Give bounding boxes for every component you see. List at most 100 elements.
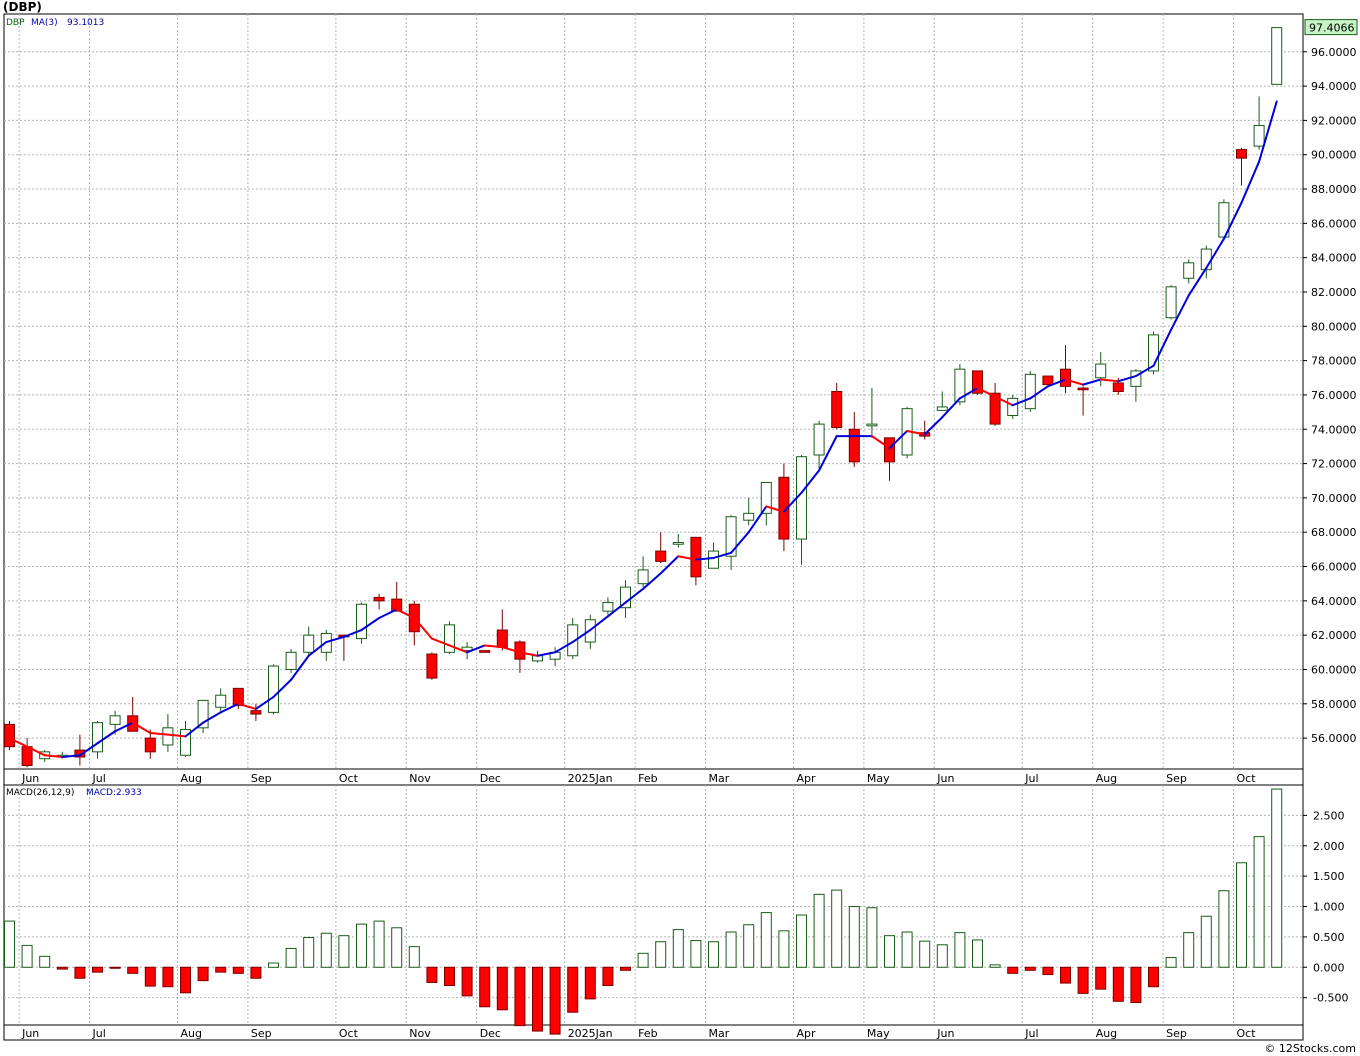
macd-bar [708, 941, 719, 968]
macd-x-tick-label: Apr [797, 1027, 817, 1040]
macd-bar [391, 927, 403, 968]
ma3-segment [26, 745, 46, 757]
price-y-tick-label: 74.0000 [1311, 423, 1357, 436]
macd-bar [1165, 957, 1177, 968]
ma3-segment [184, 721, 205, 738]
candle-body [743, 512, 755, 521]
candle-body [496, 629, 508, 648]
price-y-tick-label: 68.0000 [1311, 526, 1357, 539]
macd-x-tick-label: 2025Jan [568, 1027, 613, 1040]
price-x-tick-label: Aug [1096, 772, 1117, 785]
candle-body [567, 624, 579, 657]
price-y-tick-label: 86.0000 [1311, 217, 1357, 230]
ma3-segment [202, 711, 222, 724]
macd-y-tick-label: 0.000 [1313, 961, 1345, 974]
candle-body [1077, 387, 1089, 391]
macd-y-tick-label: 2.500 [1313, 809, 1345, 822]
macd-bar [778, 930, 790, 968]
ma3-segment [976, 387, 997, 398]
macd-bar [866, 907, 878, 968]
candle-body [250, 710, 262, 715]
price-y-tick-label: 90.0000 [1311, 149, 1357, 162]
ma3-segment [730, 531, 750, 554]
ma3-segment [870, 435, 891, 450]
macd-bar [1095, 966, 1107, 990]
candle-body [1271, 27, 1283, 85]
price-y-tick-label: 76.0000 [1311, 389, 1357, 402]
macd-panel [3, 784, 1304, 1041]
macd-bar [620, 966, 631, 971]
macd-bar [1218, 890, 1230, 968]
ma3-segment [290, 654, 310, 681]
candle-body [1183, 262, 1195, 279]
macd-bar [901, 931, 913, 968]
ma3-segment [8, 737, 29, 748]
candle-body [1007, 397, 1019, 417]
candle-body [672, 542, 684, 545]
price-y-tick-label: 82.0000 [1311, 286, 1357, 299]
last-price-label: 97.4066 [1309, 22, 1355, 35]
candle-body [848, 428, 860, 463]
price-y-tick-label: 78.0000 [1311, 355, 1357, 368]
candle-body [690, 536, 702, 578]
price-y-tick-label: 84.0000 [1311, 252, 1357, 265]
candle-body [972, 370, 983, 394]
macd-bar [232, 966, 244, 974]
candle-body [4, 723, 15, 748]
macd-x-tick-label: Jun [21, 1027, 39, 1040]
macd-y-tick-label: 1.000 [1313, 901, 1345, 914]
macd-bar [602, 966, 614, 987]
macd-bar [884, 935, 895, 968]
ma3-segment [818, 435, 838, 472]
ma3-segment [114, 721, 134, 733]
ma3-segment [923, 416, 944, 436]
ma3-segment [78, 742, 99, 757]
ma3-segment [1187, 266, 1208, 297]
ma3-segment [659, 555, 680, 575]
macd-y-tick-label: 0.500 [1313, 931, 1345, 944]
ma3-segment [237, 702, 257, 710]
price-y-tick-label: 96.0000 [1311, 46, 1357, 59]
price-x-tick-label: Oct [339, 772, 359, 785]
macd-x-tick-label: Aug [181, 1027, 202, 1040]
ma3-segment [1240, 160, 1261, 204]
price-y-tick-label: 66.0000 [1311, 561, 1357, 574]
macd-y-tick-label: 1.500 [1313, 870, 1345, 883]
ma3-segment [1099, 378, 1120, 383]
price-x-tick-label: Nov [409, 772, 431, 785]
candle-body [1236, 149, 1247, 159]
ma3-segment [325, 635, 345, 644]
macd-bar [303, 937, 315, 968]
ma3-segment [1064, 378, 1085, 386]
price-x-tick-label: Feb [638, 772, 657, 785]
ma3-segment [800, 469, 821, 494]
ma3-segment [571, 629, 592, 644]
watermark: © 12Stocks.com [1264, 1042, 1356, 1055]
ma3-segment [624, 587, 645, 604]
macd-y-tick-label: 2.000 [1313, 840, 1345, 853]
candle-body [356, 603, 367, 640]
ma3-segment [994, 395, 1014, 407]
macd-bar [655, 941, 667, 968]
ma3-segment [307, 641, 328, 657]
ma3-segment [694, 556, 715, 561]
price-legend-symbol: DBP [6, 18, 25, 28]
ma3-segment [606, 601, 627, 618]
price-y-tick-label: 64.0000 [1311, 595, 1357, 608]
macd-bar [532, 966, 543, 1032]
candle-body [708, 550, 719, 569]
macd-bar [848, 906, 860, 968]
macd-x-tick-label: Jul [92, 1027, 106, 1040]
ma3-segment [96, 730, 117, 745]
ma3-segment [765, 505, 785, 513]
macd-bar [637, 952, 649, 968]
price-x-tick-label: Jun [21, 772, 39, 785]
macd-x-tick-label: Aug [1096, 1027, 1117, 1040]
price-x-tick-label: Dec [480, 772, 501, 785]
macd-bar [408, 946, 420, 968]
macd-bar [1183, 932, 1195, 968]
ma3-segment [219, 702, 240, 714]
ma3-segment [378, 608, 398, 619]
macd-bar [831, 889, 843, 968]
macd-x-tick-label: Feb [638, 1027, 657, 1040]
